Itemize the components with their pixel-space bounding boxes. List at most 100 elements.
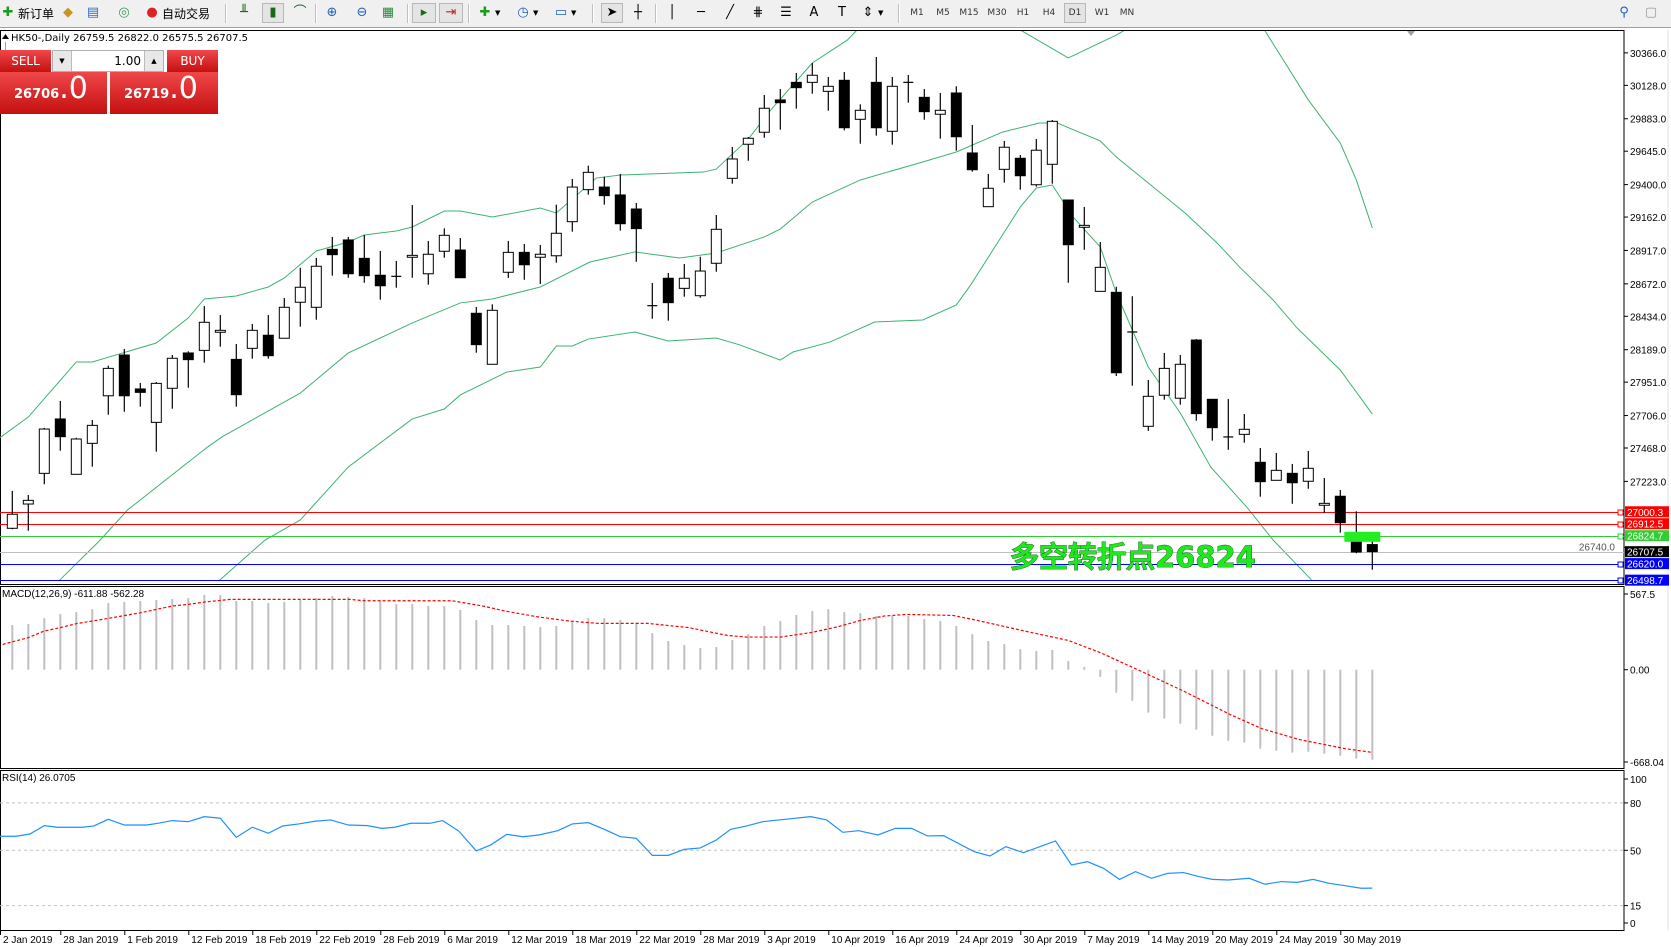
macd-signal-line xyxy=(2,598,1373,753)
level-handle[interactable] xyxy=(1617,533,1624,540)
arrows-dropdown[interactable]: ⇕ ▼ xyxy=(860,3,884,23)
macd-histogram-bar xyxy=(1051,649,1054,670)
zoom-out-button[interactable]: ⊖ xyxy=(354,3,370,23)
signals-icon: ◎ xyxy=(118,5,130,20)
dropdown-arrow-icon: ▼ xyxy=(495,9,501,17)
rsi-plot xyxy=(0,802,1624,907)
bar-chart-button[interactable]: ╨ xyxy=(236,3,252,23)
chart-shift-button[interactable]: ⇥ xyxy=(439,3,463,23)
candle-body xyxy=(566,186,578,223)
candle-body xyxy=(86,424,98,444)
candle xyxy=(6,490,18,530)
candle xyxy=(22,495,34,531)
macd-histogram-bar xyxy=(315,598,318,670)
periods-dropdown[interactable]: ◷ ▼ xyxy=(515,3,538,23)
timeframe-m15[interactable]: M15 xyxy=(959,8,979,18)
buy-price-button[interactable]: 26719.0 xyxy=(110,71,218,114)
candle-body xyxy=(1190,339,1202,415)
macd-histogram-bar xyxy=(75,612,78,670)
price-tag xyxy=(1625,574,1669,586)
macd-histogram-bar xyxy=(27,624,30,670)
navigator-button[interactable]: ▤ xyxy=(85,3,101,23)
macd-tick-label: 0.00 xyxy=(1630,666,1650,677)
auto-scroll-button[interactable]: ▸ xyxy=(412,3,436,23)
timeframe-m30[interactable]: M30 xyxy=(987,8,1007,18)
rsi-tick-label: 80 xyxy=(1630,799,1642,810)
candle-body xyxy=(870,81,882,129)
periods-icon: ◷ xyxy=(517,5,529,20)
timeframe-w1[interactable]: W1 xyxy=(1094,8,1110,18)
horizontal-line-button[interactable]: ─ xyxy=(693,3,709,23)
macd-histogram-bar xyxy=(43,618,46,670)
search-button[interactable]: ⚲ xyxy=(1616,3,1632,23)
line-chart-button[interactable]: ⌒ xyxy=(292,3,308,23)
auto-trading-button[interactable]: ● 自动交易 xyxy=(144,3,210,23)
buy-button[interactable]: BUY xyxy=(167,50,218,72)
timeframe-m5[interactable]: M5 xyxy=(936,8,950,18)
new-order-button[interactable]: ✚ 新订单 xyxy=(0,3,54,23)
fibonacci-button[interactable]: ⋕ xyxy=(750,3,766,23)
x-tick-label: 22 Mar 2019 xyxy=(639,935,696,946)
timeframe-h1[interactable]: H1 xyxy=(1016,8,1030,18)
cursor-button[interactable]: ➤ xyxy=(601,3,623,23)
x-tick-label: 30 May 2019 xyxy=(1343,935,1401,946)
candle-body xyxy=(358,257,370,277)
y-tick-label: 30366.0 xyxy=(1630,49,1667,60)
macd-histogram-bar xyxy=(235,601,238,670)
trendline-button[interactable]: ╱ xyxy=(722,3,738,23)
sell-price-button[interactable]: 26706.0 xyxy=(0,71,107,114)
macd-histogram-bar xyxy=(827,609,830,670)
text-icon: A xyxy=(809,5,819,20)
candlestick-button[interactable]: ▮ xyxy=(262,3,284,23)
timeframe-m1[interactable]: M1 xyxy=(910,8,924,18)
candle xyxy=(102,365,114,415)
lot-size-input[interactable]: ▼ 1.00 ▲ xyxy=(52,50,164,72)
level-handle[interactable] xyxy=(1617,561,1624,568)
lot-decrease-button[interactable]: ▼ xyxy=(53,51,72,71)
lot-value[interactable]: 1.00 xyxy=(114,54,141,68)
timeframe-d1[interactable]: D1 xyxy=(1064,3,1086,23)
candle-body xyxy=(1270,469,1282,481)
x-tick-label: 14 May 2019 xyxy=(1151,935,1209,946)
chat-button[interactable]: ▢ xyxy=(1643,3,1659,23)
candle-body xyxy=(774,99,786,104)
candle xyxy=(358,235,370,283)
timeframe-mn[interactable]: MN xyxy=(1119,8,1135,18)
toolbar-separator xyxy=(225,4,227,23)
crosshair-button[interactable]: ┼ xyxy=(630,3,646,23)
level-handle[interactable] xyxy=(1617,521,1624,528)
candle-body xyxy=(694,270,706,297)
sell-button[interactable]: SELL xyxy=(0,50,51,72)
text-button[interactable]: A xyxy=(806,3,822,23)
timeframe-h4[interactable]: H4 xyxy=(1042,8,1056,18)
candle-body xyxy=(662,277,674,304)
bollinger-upper-band xyxy=(0,31,1373,439)
price-tag xyxy=(1625,546,1669,558)
macd-histogram-bar xyxy=(747,634,750,670)
macd-histogram-bar xyxy=(1035,651,1038,670)
zoom-in-button[interactable]: ⊕ xyxy=(324,3,340,23)
indicators-dropdown[interactable]: ✚ ▼ xyxy=(477,3,501,23)
candle-body xyxy=(246,329,258,349)
tile-windows-button[interactable]: ▦ xyxy=(380,3,396,23)
level-handle[interactable] xyxy=(1617,509,1624,516)
candle xyxy=(1174,355,1186,405)
signals-button[interactable]: ◎ xyxy=(116,3,132,23)
macd-histogram-bar xyxy=(1323,669,1326,754)
chart-shift-marker[interactable] xyxy=(1407,31,1415,36)
templates-icon: ▭ xyxy=(554,5,568,20)
candle xyxy=(662,272,674,321)
candle-body xyxy=(1014,157,1026,177)
text-label-button[interactable]: T xyxy=(834,3,850,23)
fibonacci-fan-button[interactable]: ☰ xyxy=(778,3,794,23)
vertical-line-button[interactable]: │ xyxy=(664,3,680,23)
candle-body xyxy=(1062,199,1074,246)
market-watch-button[interactable]: ◆ xyxy=(60,3,76,23)
candle xyxy=(1238,414,1250,443)
lot-increase-button[interactable]: ▲ xyxy=(144,51,163,71)
candle xyxy=(502,241,514,278)
templates-dropdown[interactable]: ▭ ▼ xyxy=(553,3,577,23)
level-handle[interactable] xyxy=(1617,577,1624,584)
macd-histogram-bar xyxy=(555,626,558,670)
